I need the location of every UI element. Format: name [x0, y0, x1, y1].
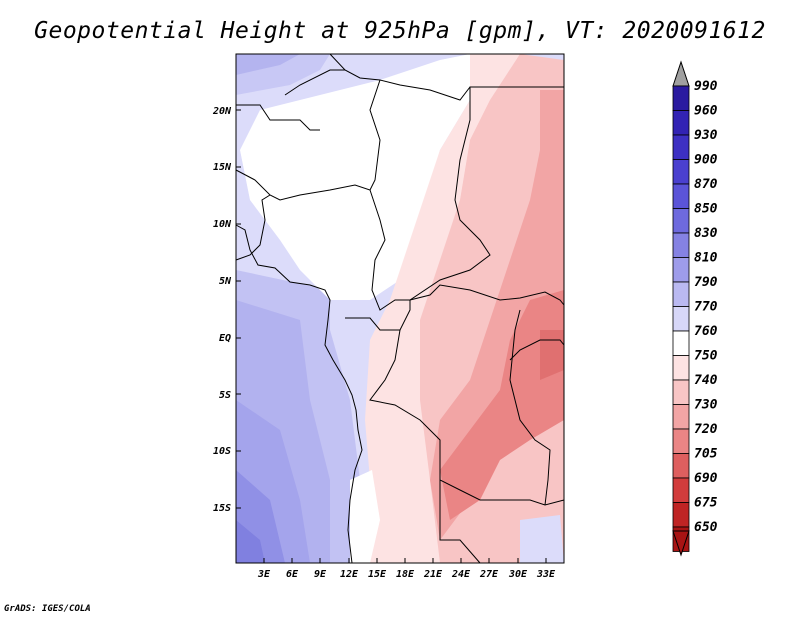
colorbar-label-675: 675: [694, 496, 718, 511]
colorbar-swatch: [672, 379, 690, 405]
coastlines-and-borders: [235, 53, 565, 564]
plot-title: Geopotential Height at 925hPa [gpm], VT:…: [34, 18, 766, 44]
colorbar-top-arrow: [672, 60, 690, 87]
latitude-axis: 20N 15N 10N 5N EQ 5S 10S 15S: [212, 106, 241, 514]
colorbar-label-870: 870: [694, 177, 718, 192]
colorbar-swatch: [672, 453, 690, 479]
lat-label-15S: 15S: [213, 503, 231, 514]
longitude-axis: 3E 6E 9E 12E 15E 18E 21E 24E 27E 30E 33E: [257, 558, 556, 580]
lon-label-21E: 21E: [423, 569, 443, 580]
colorbar-label-990: 990: [694, 79, 718, 94]
colorbar-label-705: 705: [694, 447, 718, 462]
colorbar-label-790: 790: [694, 275, 718, 290]
lon-label-27E: 27E: [479, 569, 499, 580]
colorbar-label-900: 900: [694, 153, 718, 168]
lat-label-10S: 10S: [213, 446, 231, 457]
colorbar-bottom-arrow: [672, 530, 690, 557]
colorbar-swatch: [672, 428, 690, 454]
colorbar-label-810: 810: [694, 251, 718, 266]
colorbar-swatches: [672, 85, 690, 552]
lat-label-20N: 20N: [212, 106, 232, 117]
lon-label-3E: 3E: [257, 569, 271, 580]
lat-label-15N: 15N: [213, 162, 232, 173]
lon-label-18E: 18E: [396, 569, 415, 580]
lon-label-33E: 33E: [536, 569, 556, 580]
colorbar-label-740: 740: [694, 373, 718, 388]
colorbar-label-690: 690: [694, 471, 718, 486]
lon-label-15E: 15E: [368, 569, 387, 580]
colorbar-label-760: 760: [694, 324, 718, 339]
colorbar-label-770: 770: [694, 300, 718, 315]
colorbar-label-650: 650: [694, 520, 718, 535]
colorbar-label-720: 720: [694, 422, 718, 437]
colorbar-swatch: [672, 257, 690, 283]
lat-label-10N: 10N: [213, 219, 232, 230]
colorbar: 990 960 930 900 870 850 830 810 790 770 760 750 740 7…: [672, 60, 718, 557]
map-frame: [235, 53, 565, 564]
colorbar-swatch: [672, 355, 690, 381]
colorbar-swatch: [672, 208, 690, 234]
colorbar-label-830: 830: [694, 226, 718, 241]
colorbar-label-750: 750: [694, 349, 718, 364]
grads-credit: GrADS: IGES/COLA: [4, 604, 91, 614]
lon-label-24E: 24E: [451, 569, 471, 580]
colorbar-swatch: [672, 110, 690, 136]
colorbar-swatch: [672, 281, 690, 307]
colorbar-swatch: [672, 477, 690, 503]
colorbar-swatch: [672, 330, 690, 356]
colorbar-swatch: [672, 306, 690, 332]
geopotential-field: [236, 54, 564, 563]
colorbar-label-850: 850: [694, 202, 718, 217]
lon-label-6E: 6E: [286, 569, 299, 580]
colorbar-label-730: 730: [694, 398, 718, 413]
lon-label-30E: 30E: [508, 569, 528, 580]
colorbar-swatch: [672, 159, 690, 185]
lat-label-EQ: EQ: [219, 333, 231, 344]
lat-label-5N: 5N: [219, 276, 232, 287]
colorbar-swatch: [672, 232, 690, 258]
colorbar-swatch: [672, 502, 690, 528]
colorbar-label-960: 960: [694, 104, 718, 119]
lat-label-5S: 5S: [219, 390, 231, 401]
colorbar-swatch: [672, 404, 690, 430]
lon-label-12E: 12E: [340, 569, 359, 580]
colorbar-swatch: [672, 85, 690, 111]
colorbar-swatch: [672, 134, 690, 160]
colorbar-label-930: 930: [694, 128, 718, 143]
colorbar-labels: 990 960 930 900 870 850 830 810 790 770 760 750 740 7…: [694, 79, 718, 535]
lon-label-9E: 9E: [314, 569, 327, 580]
colorbar-swatch: [672, 183, 690, 209]
